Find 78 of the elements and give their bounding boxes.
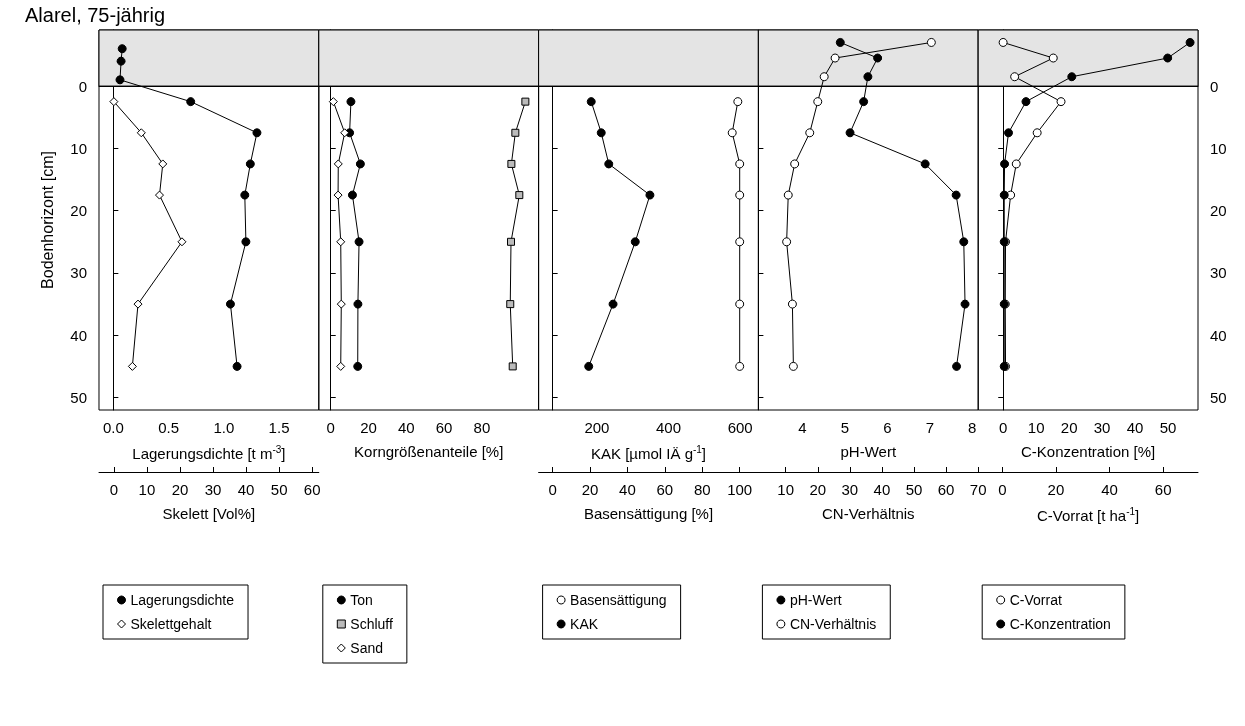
legend-label: Sand	[350, 640, 383, 656]
x-tick-label: 20	[1060, 419, 1078, 436]
x2-tick-label: 10	[777, 481, 795, 498]
x-tick-label: 0	[999, 419, 1008, 436]
x-tick-label: 0.0	[102, 419, 124, 436]
x-axis-title: Korngrößenanteile [%]	[354, 443, 504, 460]
y-tick-label: 20	[1210, 202, 1227, 220]
x-tick-label: 1.0	[213, 419, 235, 436]
y-tick-label: 50	[1210, 389, 1227, 407]
y-tick-label: 30	[1210, 264, 1227, 282]
x-tick-label: 5	[840, 419, 850, 436]
x-tick-label: 200	[584, 419, 610, 436]
x2-tick-label: 30	[841, 481, 859, 498]
y-axis-title: Bodenhorizont [cm]	[38, 151, 56, 289]
x2-tick-label: 30	[204, 481, 222, 498]
x-tick-label: 80	[473, 419, 491, 436]
x2-axis-title: Basensättigung [%]	[583, 505, 714, 522]
legend-label: pH-Wert	[789, 592, 842, 608]
x2-tick-label: 20	[171, 481, 189, 498]
x-tick-label: 0	[326, 419, 335, 436]
y-tick-label: 0	[78, 77, 87, 95]
x-tick-label: 8	[968, 419, 977, 436]
x2-tick-label: 10	[138, 481, 156, 498]
x-tick-label: 30	[1093, 419, 1111, 436]
x-tick-label: 7	[925, 419, 934, 436]
y-tick-label: 0	[1210, 77, 1219, 95]
y-tick-label: 30	[70, 264, 87, 282]
x-tick-label: 40	[397, 419, 415, 436]
x-tick-label: 1.5	[268, 419, 290, 436]
legend-label: Skelettgehalt	[130, 616, 212, 632]
y-tick-label: 40	[1210, 326, 1227, 344]
x2-tick-label: 20	[1047, 481, 1065, 498]
x2-axis-title: CN-Verhältnis	[822, 505, 915, 522]
y-tick-label: 50	[70, 389, 87, 407]
x-axis-title: pH-Wert	[840, 443, 897, 460]
x2-tick-label: 70	[969, 481, 987, 498]
legend-label: C-Konzentration	[1009, 616, 1111, 632]
x2-tick-label: 20	[809, 481, 827, 498]
x2-tick-label: 50	[905, 481, 923, 498]
x2-axis-title: Skelett [Vol%]	[162, 505, 256, 522]
x2-tick-label: 100	[727, 481, 753, 498]
x2-tick-label: 0	[998, 481, 1007, 498]
chart-title: Alarel, 75-jährig	[25, 4, 166, 26]
y-tick-label: 20	[70, 202, 87, 220]
legend-label: CN-Verhältnis	[789, 616, 877, 632]
x2-tick-label: 60	[656, 481, 674, 498]
legend-label: Ton	[350, 592, 373, 608]
x-tick-label: 0.5	[158, 419, 180, 436]
legend-label: Schluff	[350, 616, 393, 632]
x-tick-label: 4	[798, 419, 807, 436]
legend-label: Basensättigung	[570, 592, 667, 608]
x2-tick-label: 40	[619, 481, 636, 498]
x2-tick-label: 40	[237, 481, 255, 498]
y-tick-label: 10	[1210, 139, 1227, 157]
x2-tick-label: 80	[693, 481, 711, 498]
y-tick-label: 40	[70, 326, 87, 344]
x2-tick-label: 20	[581, 481, 599, 498]
x-tick-label: 10	[1027, 419, 1045, 436]
x-tick-label: 20	[360, 419, 377, 436]
x-tick-label: 60	[435, 419, 453, 436]
x-tick-label: 600	[727, 419, 753, 436]
y-tick-label: 10	[70, 139, 87, 157]
x-axis-title: C-Konzentration [%]	[1020, 443, 1156, 460]
legend-label: C-Vorrat	[1009, 592, 1062, 608]
x2-tick-label: 40	[1101, 481, 1118, 498]
x-tick-label: 400	[656, 419, 682, 436]
x2-tick-label: 60	[1154, 481, 1172, 498]
legend-label: KAK	[570, 616, 599, 632]
x2-tick-label: 60	[303, 481, 321, 498]
x-tick-label: 6	[883, 419, 892, 436]
legend-label: Lagerungsdichte	[130, 592, 235, 608]
x2-tick-label: 60	[937, 481, 955, 498]
x-tick-label: 40	[1126, 419, 1144, 436]
x2-tick-label: 0	[109, 481, 119, 498]
x2-tick-label: 0	[548, 481, 557, 498]
x2-tick-label: 40	[873, 481, 891, 498]
x-tick-label: 50	[1159, 419, 1177, 436]
x2-tick-label: 50	[270, 481, 288, 498]
